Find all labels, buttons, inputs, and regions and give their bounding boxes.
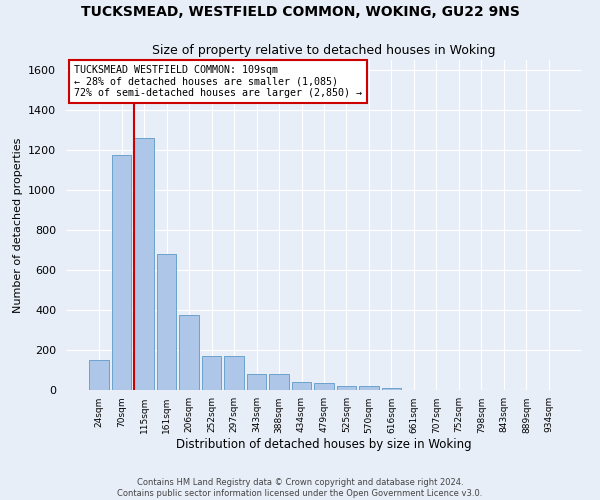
Y-axis label: Number of detached properties: Number of detached properties [13, 138, 23, 312]
Text: TUCKSMEAD, WESTFIELD COMMON, WOKING, GU22 9NS: TUCKSMEAD, WESTFIELD COMMON, WOKING, GU2… [80, 5, 520, 19]
Bar [112, 155, 131, 390]
Bar [337, 386, 356, 390]
Text: Contains HM Land Registry data © Crown copyright and database right 2024.
Contai: Contains HM Land Registry data © Crown c… [118, 478, 482, 498]
Bar [202, 356, 221, 390]
Bar [157, 254, 176, 390]
Bar [224, 356, 244, 390]
Bar [359, 386, 379, 390]
Bar [134, 138, 154, 390]
Bar [382, 388, 401, 390]
Bar [247, 374, 266, 390]
Bar [179, 315, 199, 390]
Text: TUCKSMEAD WESTFIELD COMMON: 109sqm
← 28% of detached houses are smaller (1,085)
: TUCKSMEAD WESTFIELD COMMON: 109sqm ← 28%… [74, 65, 362, 98]
Bar [292, 382, 311, 390]
Bar [269, 374, 289, 390]
X-axis label: Distribution of detached houses by size in Woking: Distribution of detached houses by size … [176, 438, 472, 451]
Bar [89, 360, 109, 390]
Bar [314, 383, 334, 390]
Title: Size of property relative to detached houses in Woking: Size of property relative to detached ho… [152, 44, 496, 58]
